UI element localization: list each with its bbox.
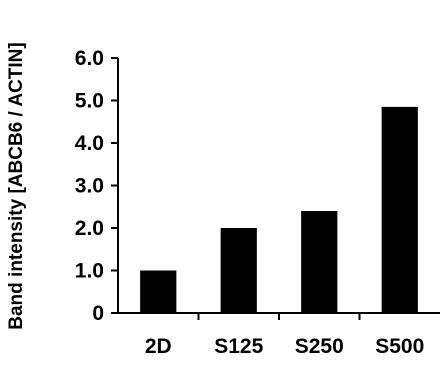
y-axis-title: Band intensity [ABCB6 / ACTIN]	[6, 42, 27, 329]
labels-layer: 0 1.0 2.0 3.0 4.0 5.0 6.0 2D S125 S250 S500	[75, 47, 424, 358]
bar-s250	[301, 211, 338, 313]
y-tick-label: 5.0	[75, 90, 104, 113]
y-tick-label: 4.0	[75, 132, 104, 155]
y-tick-label: 1.0	[75, 260, 104, 283]
axes-layer	[111, 57, 440, 320]
bars-layer	[140, 106, 418, 313]
bar-s125	[220, 228, 257, 313]
x-category-label: S500	[375, 335, 424, 358]
bar-s500	[381, 106, 418, 313]
x-category-label: 2D	[145, 335, 172, 358]
y-tick-label: 2.0	[75, 217, 104, 240]
y-tick-label: 6.0	[75, 47, 104, 70]
y-tick-label: 0	[92, 302, 104, 325]
x-category-label: S250	[295, 335, 344, 358]
y-tick-label: 3.0	[75, 175, 104, 198]
x-category-label: S125	[214, 335, 263, 358]
bar-2d	[140, 270, 177, 313]
